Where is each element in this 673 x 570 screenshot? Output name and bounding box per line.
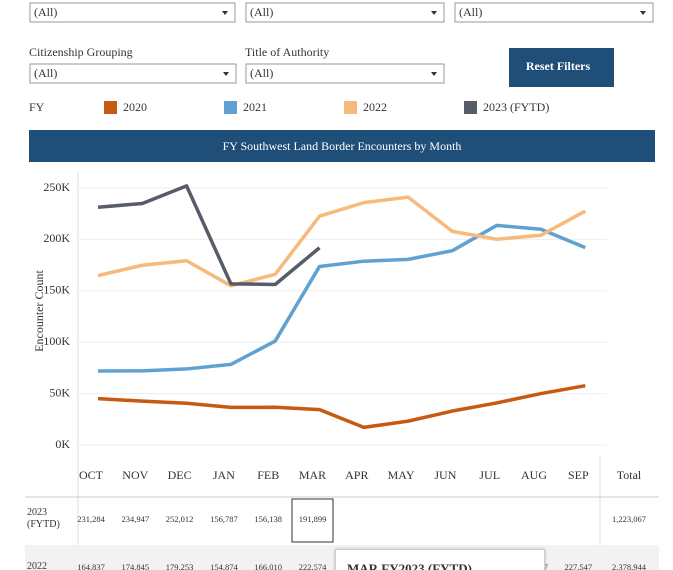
filter-label: Title of Authority — [245, 45, 329, 59]
x-tick-label: APR — [345, 468, 368, 482]
table-cell: 231,284 — [77, 514, 105, 524]
x-tick-label: NOV — [122, 468, 148, 482]
chart-title: FY Southwest Land Border Encounters by M… — [223, 139, 462, 153]
legend-swatch — [464, 101, 477, 114]
table-cell: 164,837 — [77, 562, 105, 570]
table-cell: 191,899 — [298, 514, 327, 524]
series-line — [97, 184, 321, 287]
y-tick-label: 50K — [49, 385, 70, 399]
y-tick-label: 150K — [43, 283, 70, 297]
dropdown[interactable] — [29, 63, 237, 84]
dropdown-value: (All) — [459, 5, 482, 19]
series-line — [97, 195, 587, 288]
dropdown-arrow — [640, 11, 646, 15]
x-tick-label: FEB — [257, 468, 279, 482]
legend-label: 2020 — [123, 100, 147, 114]
series-line — [97, 223, 586, 373]
legend-label: 2022 — [363, 100, 387, 114]
reset-button-label: Reset Filters — [526, 59, 591, 73]
table-cell: 174,845 — [121, 562, 150, 570]
x-tick-label: MAY — [388, 468, 415, 482]
x-tick-label: DEC — [168, 468, 192, 482]
legend-swatch — [344, 101, 357, 114]
table-cell: 227,547 — [564, 562, 593, 570]
dropdown-arrow — [431, 72, 437, 76]
series-line — [97, 383, 586, 430]
row-total: 2,378,944 — [612, 562, 646, 570]
y-tick-label: 250K — [43, 180, 70, 194]
title-bar — [29, 130, 655, 162]
x-tick-label: JUL — [479, 468, 500, 482]
y-tick-label: 0K — [55, 437, 70, 451]
legend-swatch — [104, 101, 117, 114]
table-cell: 166,010 — [254, 562, 282, 570]
x-tick-label: JUN — [434, 468, 456, 482]
x-tick-label: MAR — [299, 468, 326, 482]
table-cell: 156,138 — [254, 514, 282, 524]
legend-label: 2021 — [243, 100, 267, 114]
table-header: Total — [617, 468, 642, 482]
legend-title: FY — [29, 100, 45, 114]
dropdown-arrow — [223, 72, 229, 76]
legend-swatch — [224, 101, 237, 114]
table-cell: 222,574 — [298, 562, 327, 570]
tooltip-title: MAR FY2023 (FYTD) — [347, 561, 472, 570]
dropdown-arrow — [222, 11, 228, 15]
dropdown-value: (All) — [250, 5, 273, 19]
dropdown[interactable] — [29, 2, 236, 23]
dropdown-value: (All) — [34, 66, 57, 80]
selected-cell — [291, 498, 334, 543]
y-tick-label: 100K — [43, 334, 70, 348]
dropdown[interactable] — [245, 2, 445, 23]
dropdown-value: (All) — [250, 66, 273, 80]
y-axis-label: Encounter Count — [32, 270, 46, 352]
x-tick-label: SEP — [568, 468, 589, 482]
filter-label: Citizenship Grouping — [29, 45, 133, 59]
table-cell: 179,253 — [165, 562, 194, 570]
x-tick-label: OCT — [79, 468, 104, 482]
table-cell: 252,012 — [165, 514, 194, 524]
dropdown[interactable] — [454, 2, 654, 23]
row-label: 2022 — [27, 561, 47, 570]
x-tick-label: AUG — [521, 468, 547, 482]
table-cell: 234,947 — [121, 514, 150, 524]
reset-button[interactable] — [509, 48, 614, 87]
dropdown[interactable] — [245, 63, 445, 84]
dropdown-value: (All) — [34, 5, 57, 19]
row-total: 1,223,067 — [612, 514, 646, 524]
y-tick-label: 200K — [43, 231, 70, 245]
x-tick-label: JAN — [213, 468, 235, 482]
dropdown-arrow — [431, 11, 437, 15]
table-cell: 154,874 — [210, 562, 238, 570]
table-cell: 156,787 — [210, 514, 238, 524]
legend-label: 2023 (FYTD) — [483, 100, 549, 114]
tooltip: MAR FY2023 (FYTD) — [335, 549, 545, 570]
row-label: 2023 (FYTD) — [27, 507, 60, 530]
